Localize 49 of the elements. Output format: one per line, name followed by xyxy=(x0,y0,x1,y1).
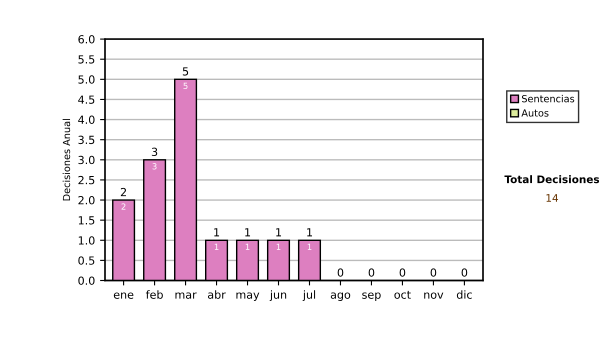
x-tick-label: oct xyxy=(394,290,411,299)
total-label: 1 xyxy=(276,228,282,236)
y-tick-label: 4.5 xyxy=(78,96,94,104)
total-label: 0 xyxy=(338,268,344,277)
y-tick-label: 0.0 xyxy=(78,276,95,285)
data-label: 1 xyxy=(246,244,250,250)
legend-label: Sentencias xyxy=(522,94,574,102)
total-label: 2 xyxy=(120,188,126,196)
data-label: 3 xyxy=(152,163,157,170)
total-label: 0 xyxy=(368,268,374,277)
y-tick-label: 1.5 xyxy=(78,216,94,225)
x-tick-label: ene xyxy=(114,292,134,299)
total-label: 1 xyxy=(214,228,220,236)
x-tick-label: may xyxy=(236,292,260,301)
y-tick-label: 6.0 xyxy=(78,35,95,44)
y-tick-label: 3.0 xyxy=(78,156,95,164)
y-axis-title: Decisiones Anual xyxy=(62,119,70,200)
y-tick-label: 3.5 xyxy=(78,136,94,144)
legend-label: Autos xyxy=(521,109,549,117)
x-tick-label: nov xyxy=(424,292,444,299)
x-tick-label: mar xyxy=(175,292,197,299)
total-label: 0 xyxy=(462,268,468,277)
data-label: 1 xyxy=(276,244,280,250)
x-tick-label: jul xyxy=(302,290,316,301)
total-label: 0 xyxy=(430,268,436,277)
data-label: 2 xyxy=(122,203,126,210)
total-label: 0 xyxy=(400,268,406,277)
data-label: 1 xyxy=(214,244,218,250)
text: 14 xyxy=(546,194,558,202)
y-tick-label: 4.0 xyxy=(78,116,95,124)
data-label: 1 xyxy=(308,244,312,250)
x-tick-label: dic xyxy=(456,290,472,299)
total-label: 1 xyxy=(245,228,250,236)
y-tick-label: 2.0 xyxy=(78,196,95,204)
x-tick-label: sep xyxy=(362,292,381,301)
y-tick-label: 5.5 xyxy=(78,55,94,64)
x-tick-label: feb xyxy=(146,290,163,299)
x-tick-label: abr xyxy=(208,290,226,299)
y-tick-label: 1.0 xyxy=(78,236,95,245)
total-label: 3 xyxy=(152,148,158,156)
x-tick-label: ago xyxy=(330,292,350,301)
y-tick-label: 0.5 xyxy=(78,256,94,265)
total-label: 1 xyxy=(307,228,312,236)
y-tick-label: 5.0 xyxy=(78,75,95,84)
text: Total Decisiones xyxy=(504,175,600,184)
x-tick-label: jun xyxy=(270,290,286,301)
total-label: 5 xyxy=(182,67,188,76)
data-label: 5 xyxy=(184,82,188,90)
y-tick-label: 2.5 xyxy=(78,176,94,184)
